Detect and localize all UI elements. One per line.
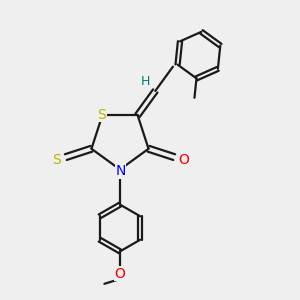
Text: O: O bbox=[178, 153, 189, 167]
Text: O: O bbox=[115, 267, 125, 280]
Text: S: S bbox=[52, 153, 61, 167]
Text: H: H bbox=[141, 75, 150, 88]
Text: S: S bbox=[98, 108, 106, 122]
Text: N: N bbox=[116, 164, 126, 178]
